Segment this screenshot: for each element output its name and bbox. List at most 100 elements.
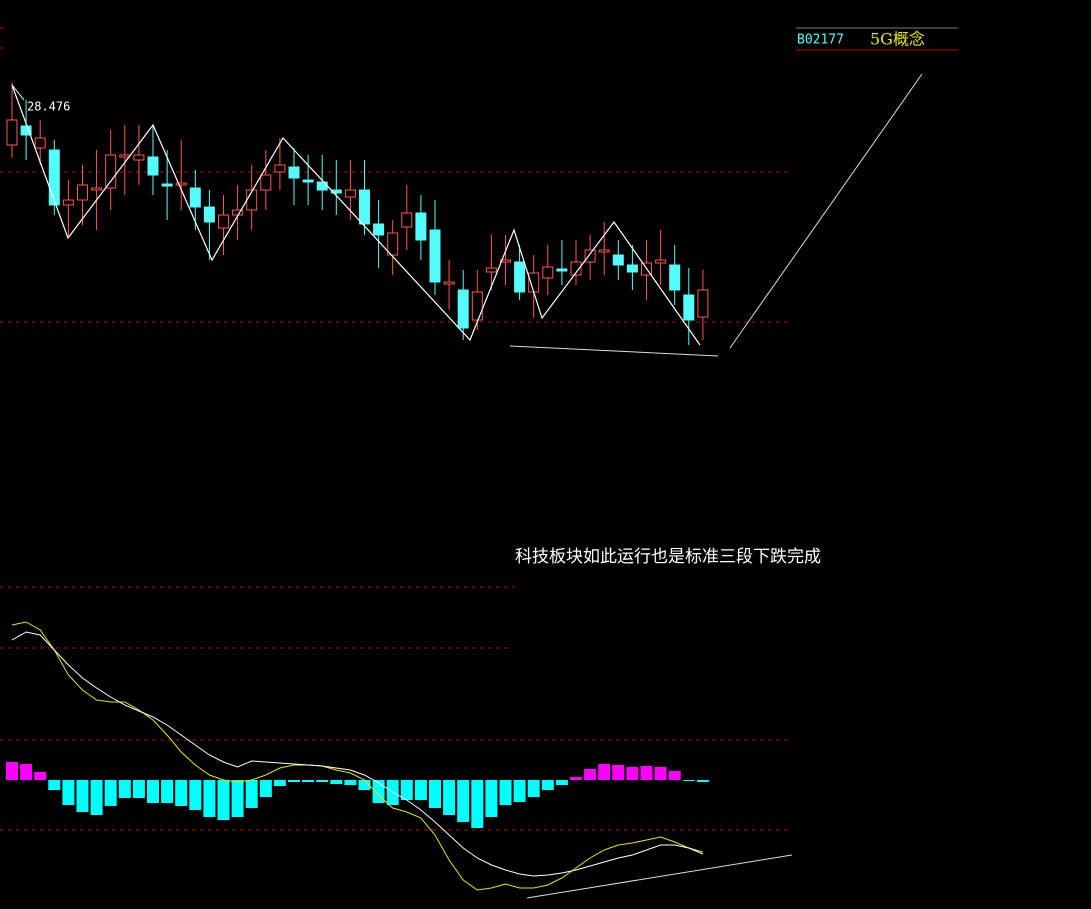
candle-body (77, 184, 88, 201)
macd-bar (62, 780, 75, 805)
candle-body (161, 183, 173, 187)
macd-bar (541, 780, 554, 790)
candle-body (401, 212, 413, 228)
stock-code: B02177 (797, 33, 844, 48)
candle-body (189, 187, 201, 208)
candle-body (500, 259, 511, 263)
candle-body (62, 199, 74, 206)
candle-body (218, 214, 229, 229)
macd-bar (288, 780, 300, 782)
candle-body (471, 291, 483, 321)
macd-bar (273, 780, 286, 786)
candle-body (20, 125, 32, 136)
macd-bar (457, 780, 470, 822)
macd-bar (584, 769, 597, 780)
macd-bar (570, 777, 582, 780)
macd-bar (231, 780, 244, 817)
macd-bar (302, 780, 315, 782)
annotation: 科技板块如此运行也是标准三段下跌完成 (515, 547, 821, 567)
trend-line (526, 854, 793, 899)
candle-body (274, 164, 286, 173)
macd-bar (330, 780, 343, 784)
macd-bar (443, 780, 456, 815)
macd-bar (414, 780, 427, 800)
candle-body (246, 189, 258, 211)
macd-bar (48, 780, 61, 790)
macd-bar (555, 780, 568, 785)
macd-bar (626, 767, 639, 780)
macd-bar (598, 764, 611, 780)
candle-body (584, 249, 596, 263)
candle-body (34, 137, 46, 149)
candle-body (316, 181, 328, 191)
candle-body (344, 189, 356, 198)
arrow (11, 84, 25, 101)
macd-line (11, 621, 704, 891)
zigzag-line (11, 84, 701, 346)
macd-line (11, 631, 704, 877)
candle-body (387, 232, 399, 256)
candle-body (359, 189, 370, 225)
candle-body (669, 264, 681, 291)
candle-body (598, 249, 610, 253)
macd-bar (76, 780, 89, 812)
candle-body (302, 179, 314, 183)
candle-body (288, 166, 300, 179)
macd-bar (175, 780, 188, 806)
macd-bar (471, 780, 484, 828)
candle-body (6, 119, 18, 146)
macd-bar (104, 780, 117, 806)
macd-bar (513, 780, 526, 802)
candle-body (485, 267, 497, 273)
macd-bar (161, 780, 174, 803)
macd-bar (696, 780, 709, 782)
macd-bar (6, 762, 18, 780)
candle-body (429, 229, 441, 283)
macd-bar (34, 772, 47, 780)
macd-bar (316, 780, 329, 782)
candle-body (697, 289, 709, 318)
candle-body (330, 189, 342, 194)
candle-body (683, 294, 695, 321)
macd-bar (132, 780, 145, 798)
macd-bar (527, 780, 540, 797)
macd-bar (20, 764, 33, 780)
macd-panel (6, 621, 709, 891)
macd-bar (612, 765, 625, 780)
candle-body (457, 289, 469, 329)
macd-bar (400, 780, 413, 800)
macd-bar (217, 780, 230, 820)
macd-bar (90, 780, 103, 815)
candle-body (133, 154, 145, 161)
candle-body (105, 154, 117, 189)
candles (6, 82, 709, 345)
candle-body (542, 266, 554, 279)
macd-bar (668, 771, 681, 780)
macd-bar (358, 780, 371, 790)
macd-bar (245, 780, 258, 808)
candle-body (175, 182, 187, 186)
trend-line (729, 73, 923, 349)
candle-body (91, 187, 103, 191)
macd-bar (259, 780, 272, 797)
macd-bar (203, 780, 216, 817)
candle-body (655, 259, 667, 264)
candle-body (612, 254, 624, 266)
candle-body (260, 174, 272, 191)
macd-bar (189, 780, 202, 810)
candle-body (626, 264, 638, 273)
macd-bar (499, 780, 512, 805)
candle-body (415, 212, 427, 241)
candle-body (119, 154, 131, 158)
candle-body (147, 156, 159, 176)
macd-bar (485, 780, 498, 817)
candle-body (570, 261, 582, 276)
candle-body (373, 223, 385, 236)
macd-bar (429, 780, 441, 808)
high-label: 28.476 (27, 100, 70, 114)
board-name: 5G概念 (870, 30, 925, 49)
macd-bar (344, 780, 357, 785)
macd-bar (118, 780, 131, 798)
